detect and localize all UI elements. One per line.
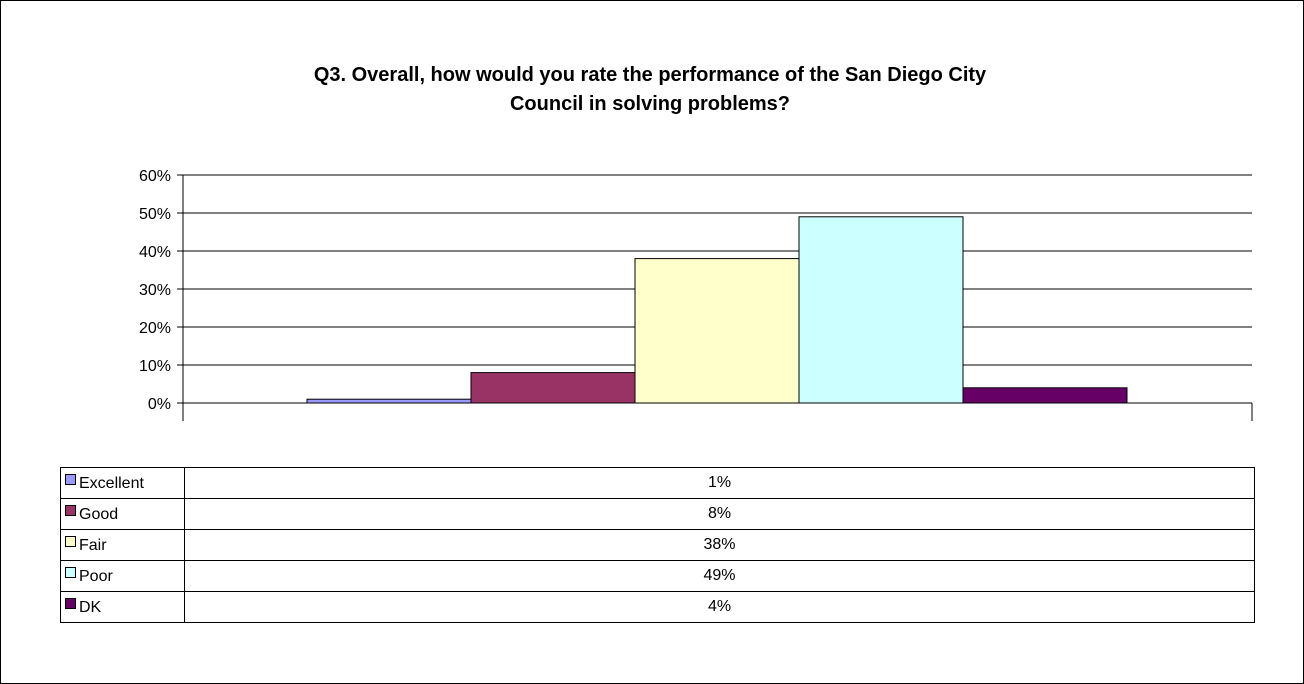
bar-good	[470, 372, 636, 404]
data-label: 4%	[184, 591, 1255, 623]
chart-title: Q3. Overall, how would you rate the perf…	[150, 61, 1150, 119]
data-label: 38%	[184, 529, 1255, 561]
series-label-cell: Good	[60, 498, 185, 530]
series-name: Poor	[79, 567, 113, 585]
chart-title-line-1: Q3. Overall, how would you rate the perf…	[313, 64, 987, 86]
bar-fair	[634, 258, 800, 404]
legend-key-swatch	[65, 504, 76, 516]
y-tick-label: 50%	[139, 206, 171, 223]
table-row: Poor 49%	[60, 560, 1255, 592]
series-name: Fair	[79, 536, 107, 554]
series-label-cell: Poor	[60, 560, 185, 592]
legend-key-swatch	[65, 535, 76, 547]
series-name: Excellent	[79, 474, 144, 492]
y-tick-label: 60%	[139, 168, 171, 185]
y-tick-label: 40%	[139, 244, 171, 261]
legend-key-swatch	[65, 566, 76, 578]
table-row: Fair 38%	[60, 529, 1255, 561]
chart-title-line-2: Council in solving problems?	[509, 93, 791, 115]
series-label-cell: Excellent	[60, 467, 185, 499]
table-row: DK 4%	[60, 591, 1255, 623]
data-label: 8%	[184, 498, 1255, 530]
y-tick-label: 0%	[148, 396, 171, 413]
legend-key-swatch	[65, 473, 76, 485]
y-tick-label: 20%	[139, 320, 171, 337]
data-label: 1%	[184, 467, 1255, 499]
table-row: Good 8%	[60, 498, 1255, 530]
y-tick-label: 30%	[139, 282, 171, 299]
series-label-cell: DK	[60, 591, 185, 623]
bar-poor	[798, 216, 964, 404]
bar-dk	[962, 387, 1128, 404]
bar-excellent	[306, 398, 472, 404]
series-name: Good	[79, 505, 119, 523]
plot-area: 0% 10% 20% 30% 40% 50% 60%	[139, 168, 1253, 421]
series-name: DK	[79, 598, 102, 616]
table-row: Excellent 1%	[60, 467, 1255, 499]
data-table: Excellent 1% Good 8% Fair 38% Poor 49% DK 4%	[60, 467, 1255, 623]
series-label-cell: Fair	[60, 529, 185, 561]
y-tick-label: 10%	[139, 358, 171, 375]
data-label: 49%	[184, 560, 1255, 592]
legend-key-swatch	[65, 597, 76, 609]
